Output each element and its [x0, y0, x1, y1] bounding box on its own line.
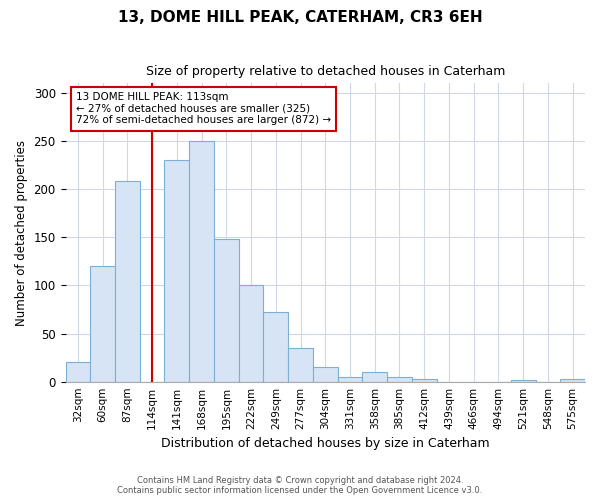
- Text: 13 DOME HILL PEAK: 113sqm
← 27% of detached houses are smaller (325)
72% of semi: 13 DOME HILL PEAK: 113sqm ← 27% of detac…: [76, 92, 331, 126]
- Bar: [65, 362, 90, 382]
- Y-axis label: Number of detached properties: Number of detached properties: [15, 140, 28, 326]
- Bar: [338, 377, 362, 382]
- Bar: [239, 286, 263, 382]
- Bar: [313, 367, 338, 382]
- Bar: [362, 372, 387, 382]
- Title: Size of property relative to detached houses in Caterham: Size of property relative to detached ho…: [146, 65, 505, 78]
- Bar: [288, 348, 313, 382]
- Bar: [511, 380, 536, 382]
- Bar: [189, 141, 214, 382]
- Bar: [115, 182, 140, 382]
- Bar: [387, 377, 412, 382]
- Bar: [164, 160, 189, 382]
- Bar: [90, 266, 115, 382]
- Bar: [412, 379, 437, 382]
- Bar: [560, 379, 585, 382]
- Bar: [263, 312, 288, 382]
- Text: Contains HM Land Registry data © Crown copyright and database right 2024.
Contai: Contains HM Land Registry data © Crown c…: [118, 476, 482, 495]
- Text: 13, DOME HILL PEAK, CATERHAM, CR3 6EH: 13, DOME HILL PEAK, CATERHAM, CR3 6EH: [118, 10, 482, 25]
- Bar: [214, 239, 239, 382]
- X-axis label: Distribution of detached houses by size in Caterham: Distribution of detached houses by size …: [161, 437, 490, 450]
